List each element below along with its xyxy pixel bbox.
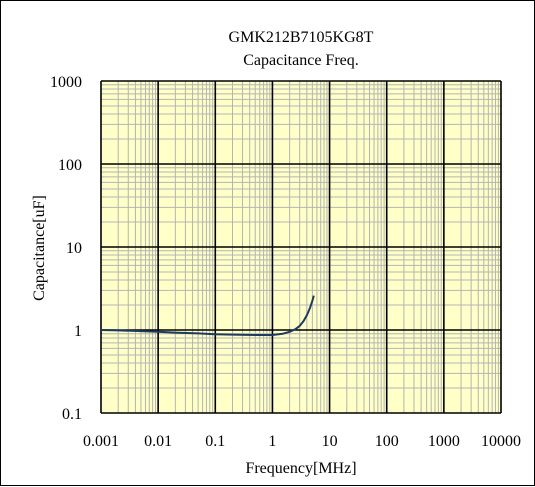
capacitance-series-line (100, 295, 315, 336)
x-tick-label: 0.001 (83, 433, 119, 450)
x-tick-label: 10 (322, 433, 338, 450)
x-tick-label: 1 (268, 433, 276, 450)
y-tick-labels: 0.1 1 10 100 1000 (50, 74, 82, 423)
y-tick-label: 1000 (50, 74, 82, 91)
x-tick-label: 10000 (481, 433, 521, 450)
y-tick-label: 0.1 (62, 406, 82, 423)
y-tick-label: 1 (74, 323, 82, 340)
x-tick-label: 100 (375, 433, 399, 450)
x-tick-label: 0.1 (205, 433, 225, 450)
major-grid (100, 80, 502, 414)
series-layer (100, 295, 315, 336)
y-tick-label: 10 (66, 240, 82, 257)
x-tick-label: 1000 (428, 433, 460, 450)
x-axis-label: Frequency[MHz] (245, 460, 356, 477)
chart-subtitle: Capacitance Freq. (243, 52, 359, 69)
x-tick-labels: 0.001 0.01 0.1 1 10 100 1000 10000 (83, 433, 521, 450)
x-tick-label: 0.01 (144, 433, 172, 450)
y-tick-label: 100 (58, 157, 82, 174)
y-axis-label: Capacitance[uF] (31, 195, 48, 301)
chart-title: GMK212B7105KG8T (229, 29, 374, 46)
